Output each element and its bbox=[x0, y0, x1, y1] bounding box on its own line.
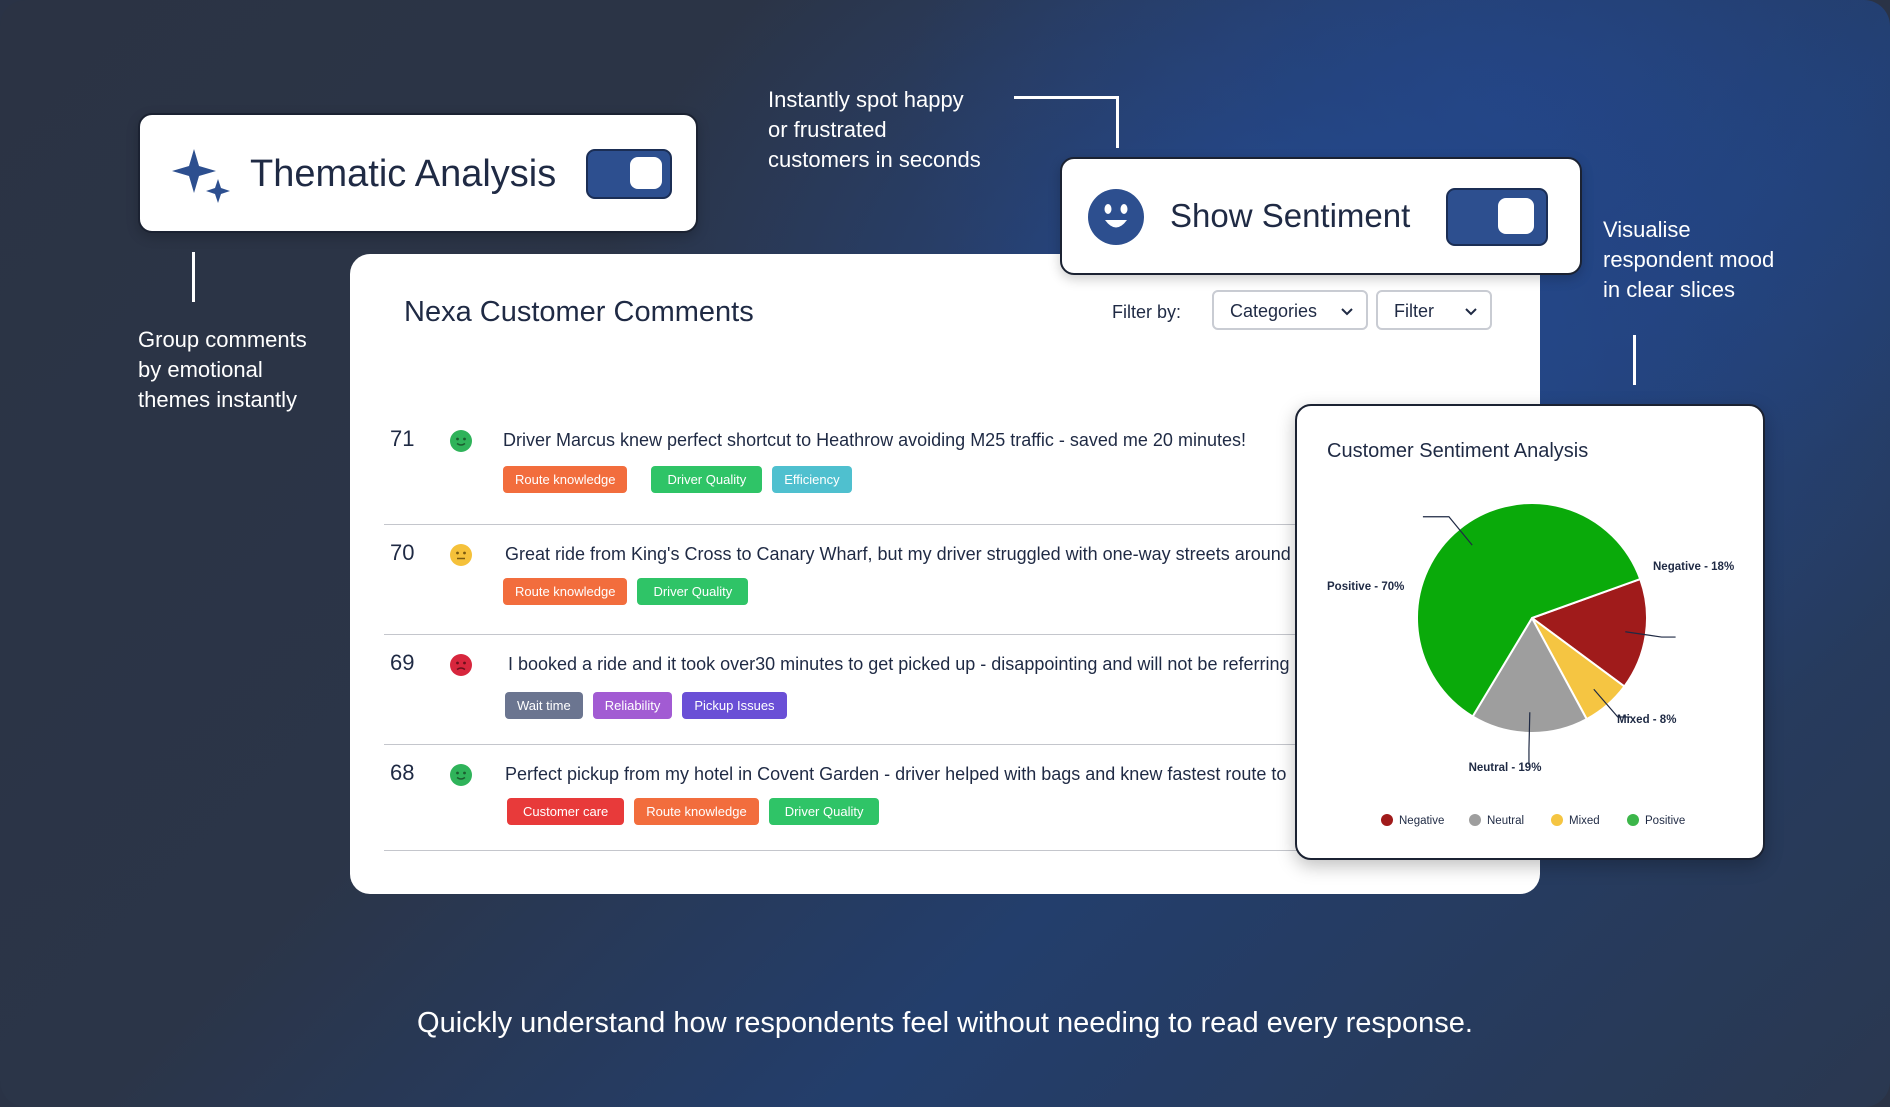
positive-face-icon bbox=[450, 764, 472, 786]
tag[interactable]: Pickup Issues bbox=[682, 692, 787, 719]
caption-line: customers in seconds bbox=[768, 147, 981, 172]
filter-select-label: Filter bbox=[1394, 301, 1434, 321]
pie-label-leader bbox=[1422, 516, 1473, 546]
row-id: 71 bbox=[390, 426, 415, 451]
tag[interactable]: Wait time bbox=[505, 692, 583, 719]
caption-visualise: Visualise respondent mood in clear slice… bbox=[1603, 215, 1774, 305]
sentiment-pie-chart: Negative - 18% Mixed - 8% Neutral - 19% Pos… bbox=[1327, 502, 1734, 827]
filter-select[interactable]: Filter bbox=[1376, 290, 1492, 330]
negative-face-icon bbox=[450, 654, 472, 676]
comment-text: Driver Marcus knew perfect shortcut to H… bbox=[503, 430, 1246, 450]
row-id: 69 bbox=[390, 650, 415, 675]
comment-text: I booked a ride and it took over30 minut… bbox=[508, 654, 1290, 674]
caption-thematic: Group comments by emotional themes insta… bbox=[138, 325, 307, 415]
tag-list: Customer care Route knowledge Driver Qua… bbox=[507, 798, 880, 825]
table-row[interactable]: 68 Perfect pickup from my hotel in Coven… bbox=[384, 744, 1484, 851]
tag[interactable]: Route knowledge bbox=[503, 578, 628, 605]
smiley-face-icon bbox=[1088, 189, 1144, 245]
legend-swatch-positive bbox=[1627, 814, 1639, 826]
caption-line: Instantly spot happy bbox=[768, 87, 964, 112]
filter-label: Filter by: bbox=[1112, 302, 1182, 322]
legend-swatch-mixed bbox=[1551, 814, 1563, 826]
caption-line: Group comments bbox=[138, 327, 307, 352]
thematic-analysis-card: Thematic Analysis bbox=[138, 113, 698, 233]
legend-label-neutral[interactable]: Neutral bbox=[1487, 815, 1524, 827]
connector-line-sentiment-v bbox=[1116, 96, 1119, 148]
caption-line: in clear slices bbox=[1603, 277, 1736, 302]
positive-face-icon bbox=[450, 430, 472, 452]
tag[interactable]: Efficiency bbox=[772, 466, 852, 493]
legend-label-negative[interactable]: Negative bbox=[1399, 815, 1444, 827]
connector-line-sentiment-h bbox=[1014, 96, 1119, 99]
toggle-knob bbox=[1498, 198, 1534, 234]
legend-swatch-neutral bbox=[1469, 814, 1481, 826]
tag[interactable]: Route knowledge bbox=[503, 466, 628, 493]
pie-label-neutral: Neutral - 19% bbox=[1469, 762, 1542, 774]
toggle-knob bbox=[630, 157, 662, 189]
caption-line: or frustrated bbox=[768, 117, 887, 142]
pie-label-leader bbox=[1625, 631, 1676, 638]
categories-select[interactable]: Categories bbox=[1212, 290, 1368, 330]
tag[interactable]: Customer care bbox=[507, 798, 625, 825]
legend-swatch-negative bbox=[1381, 814, 1393, 826]
tag[interactable]: Driver Quality bbox=[768, 798, 880, 825]
table-row[interactable]: 69 I booked a ride and it took over30 mi… bbox=[384, 634, 1484, 745]
caption-line: respondent mood bbox=[1603, 247, 1775, 272]
thematic-analysis-label: Thematic Analysis bbox=[250, 153, 557, 195]
pie-label-negative: Negative - 18% bbox=[1653, 561, 1734, 573]
show-sentiment-card: Show Sentiment bbox=[1060, 157, 1582, 275]
tag-list: Route knowledge Driver Quality bbox=[503, 578, 749, 605]
table-row[interactable]: 70 Great ride from King's Cross to Canar… bbox=[384, 524, 1484, 635]
thematic-analysis-toggle[interactable] bbox=[586, 149, 672, 199]
legend-label-positive[interactable]: Positive bbox=[1645, 815, 1685, 827]
footer-tagline: Quickly understand how respondents feel … bbox=[417, 1007, 1473, 1039]
categories-select-label: Categories bbox=[1230, 301, 1318, 321]
caption-sentiment: Instantly spot happy or frustrated custo… bbox=[768, 85, 981, 175]
connector-line-visualise bbox=[1633, 335, 1636, 385]
pie-label-mixed: Mixed - 8% bbox=[1617, 714, 1676, 726]
tag[interactable]: Driver Quality bbox=[637, 578, 749, 605]
pie-label-leader bbox=[1528, 712, 1531, 765]
sentiment-chart-card: Customer Sentiment Analysis Negative - 1… bbox=[1295, 404, 1765, 860]
row-id: 68 bbox=[390, 760, 415, 785]
mixed-face-icon bbox=[450, 544, 472, 566]
pie-label-leader bbox=[1593, 688, 1632, 718]
comment-text: Great ride from King's Cross to Canary W… bbox=[505, 544, 1291, 564]
panel-title: Nexa Customer Comments bbox=[404, 296, 754, 328]
tag[interactable]: Driver Quality bbox=[651, 466, 763, 493]
table-row[interactable]: 71 Driver Marcus knew perfect shortcut t… bbox=[384, 414, 1484, 525]
show-sentiment-toggle[interactable] bbox=[1446, 188, 1548, 246]
row-id: 70 bbox=[390, 540, 415, 565]
caption-line: by emotional bbox=[138, 357, 263, 382]
tag-list: Route knowledge Driver Quality Efficienc… bbox=[503, 466, 852, 493]
chevron-down-icon bbox=[1341, 308, 1353, 316]
caption-line: themes instantly bbox=[138, 387, 297, 412]
tag[interactable]: Reliability bbox=[592, 692, 673, 719]
pie-label-positive: Positive - 70% bbox=[1327, 581, 1404, 593]
legend-label-mixed[interactable]: Mixed bbox=[1569, 815, 1600, 827]
sparkle-icon bbox=[172, 149, 230, 203]
connector-line-thematic bbox=[192, 252, 195, 302]
tag-list: Wait time Reliability Pickup Issues bbox=[505, 692, 787, 719]
show-sentiment-label: Show Sentiment bbox=[1170, 197, 1411, 234]
tag[interactable]: Route knowledge bbox=[634, 798, 759, 825]
caption-line: Visualise bbox=[1603, 217, 1691, 242]
chevron-down-icon bbox=[1465, 308, 1477, 316]
chart-title: Customer Sentiment Analysis bbox=[1327, 440, 1589, 462]
comment-text: Perfect pickup from my hotel in Covent G… bbox=[505, 764, 1287, 784]
